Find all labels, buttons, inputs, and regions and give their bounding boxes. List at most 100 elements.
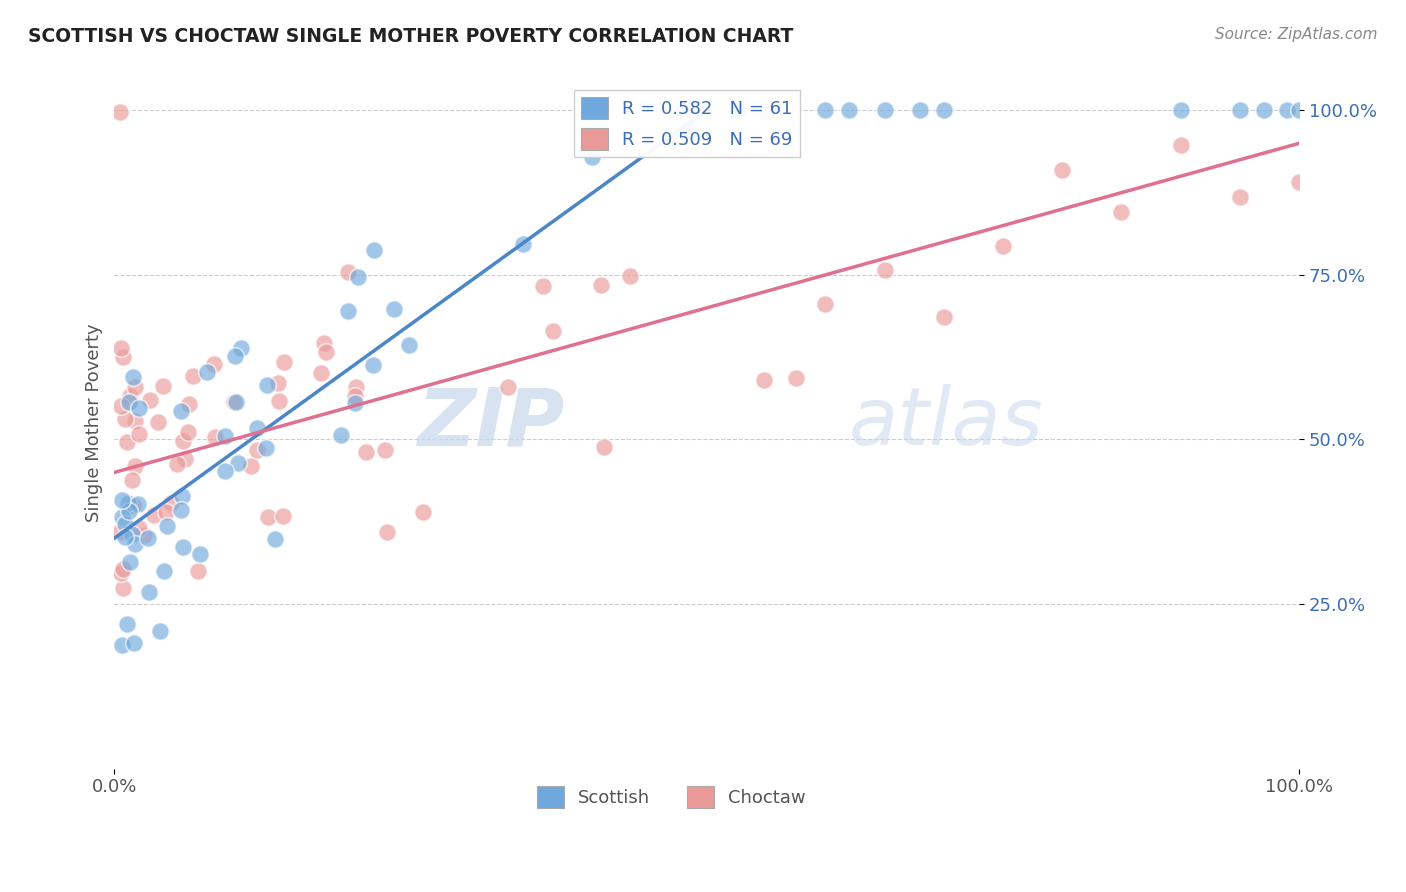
Point <box>246 421 269 435</box>
Point <box>512 236 534 251</box>
Point <box>155 518 177 533</box>
Point <box>814 103 837 118</box>
Point <box>1277 103 1299 118</box>
Point <box>246 442 269 457</box>
Point <box>226 456 249 470</box>
Point <box>1229 190 1251 204</box>
Point <box>136 531 159 545</box>
Point <box>344 389 367 403</box>
Point <box>134 527 156 541</box>
Point <box>873 262 896 277</box>
Point <box>932 310 955 324</box>
Point <box>398 338 420 352</box>
Point <box>672 103 695 118</box>
Point <box>314 335 336 350</box>
Point <box>170 404 193 418</box>
Point <box>315 344 337 359</box>
Point <box>256 510 278 524</box>
Point <box>110 566 132 580</box>
Point <box>124 458 146 473</box>
Point <box>114 412 136 426</box>
Point <box>932 103 955 118</box>
Point <box>138 584 160 599</box>
Point <box>152 378 174 392</box>
Point <box>254 441 277 455</box>
Point <box>118 504 141 518</box>
Point <box>344 380 367 394</box>
Point <box>128 401 150 416</box>
Point <box>267 376 290 391</box>
Point <box>114 529 136 543</box>
Point <box>115 434 138 449</box>
Point <box>117 496 139 510</box>
Point <box>593 440 616 454</box>
Point <box>118 555 141 569</box>
Point <box>181 368 204 383</box>
Point <box>172 489 194 503</box>
Point <box>172 540 194 554</box>
Text: Source: ZipAtlas.com: Source: ZipAtlas.com <box>1215 27 1378 42</box>
Point <box>110 399 132 413</box>
Point <box>263 533 285 547</box>
Point <box>337 264 360 278</box>
Point <box>1170 103 1192 118</box>
Point <box>111 561 134 575</box>
Point <box>138 392 160 407</box>
Text: ZIP: ZIP <box>418 384 565 462</box>
Point <box>110 510 132 524</box>
Point <box>172 434 194 448</box>
Point <box>374 443 396 458</box>
Point <box>187 564 209 578</box>
Point <box>128 427 150 442</box>
Point <box>114 516 136 531</box>
Point <box>591 278 613 293</box>
Point <box>375 524 398 539</box>
Point <box>188 547 211 561</box>
Point <box>531 279 554 293</box>
Point <box>120 389 142 403</box>
Point <box>1052 163 1074 178</box>
Point <box>128 520 150 534</box>
Point <box>678 120 700 135</box>
Point <box>267 394 290 409</box>
Point <box>347 269 370 284</box>
Point <box>231 341 253 355</box>
Point <box>112 581 135 595</box>
Point <box>124 414 146 428</box>
Point <box>124 537 146 551</box>
Point <box>204 357 226 371</box>
Point <box>581 150 603 164</box>
Point <box>142 508 165 522</box>
Point <box>363 244 385 258</box>
Point <box>121 473 143 487</box>
Point <box>166 457 188 471</box>
Point <box>1170 137 1192 152</box>
Point <box>814 297 837 311</box>
Point <box>111 639 134 653</box>
Legend: Scottish, Choctaw: Scottish, Choctaw <box>530 779 813 815</box>
Point <box>873 103 896 118</box>
Point <box>908 103 931 118</box>
Point <box>174 451 197 466</box>
Point <box>204 430 226 444</box>
Point <box>541 324 564 338</box>
Point <box>330 428 353 442</box>
Point <box>1229 103 1251 118</box>
Point <box>124 380 146 394</box>
Point <box>727 103 749 118</box>
Point <box>343 396 366 410</box>
Text: SCOTTISH VS CHOCTAW SINGLE MOTHER POVERTY CORRELATION CHART: SCOTTISH VS CHOCTAW SINGLE MOTHER POVERT… <box>28 27 793 45</box>
Point <box>148 415 170 429</box>
Point <box>785 371 807 385</box>
Point <box>382 301 405 316</box>
Point <box>214 429 236 443</box>
Point <box>110 524 132 539</box>
Point <box>122 498 145 512</box>
Point <box>110 493 132 508</box>
Point <box>153 565 176 579</box>
Y-axis label: Single Mother Poverty: Single Mother Poverty <box>86 324 103 523</box>
Point <box>754 373 776 387</box>
Point <box>309 366 332 380</box>
Point <box>224 395 246 409</box>
Point <box>271 508 294 523</box>
